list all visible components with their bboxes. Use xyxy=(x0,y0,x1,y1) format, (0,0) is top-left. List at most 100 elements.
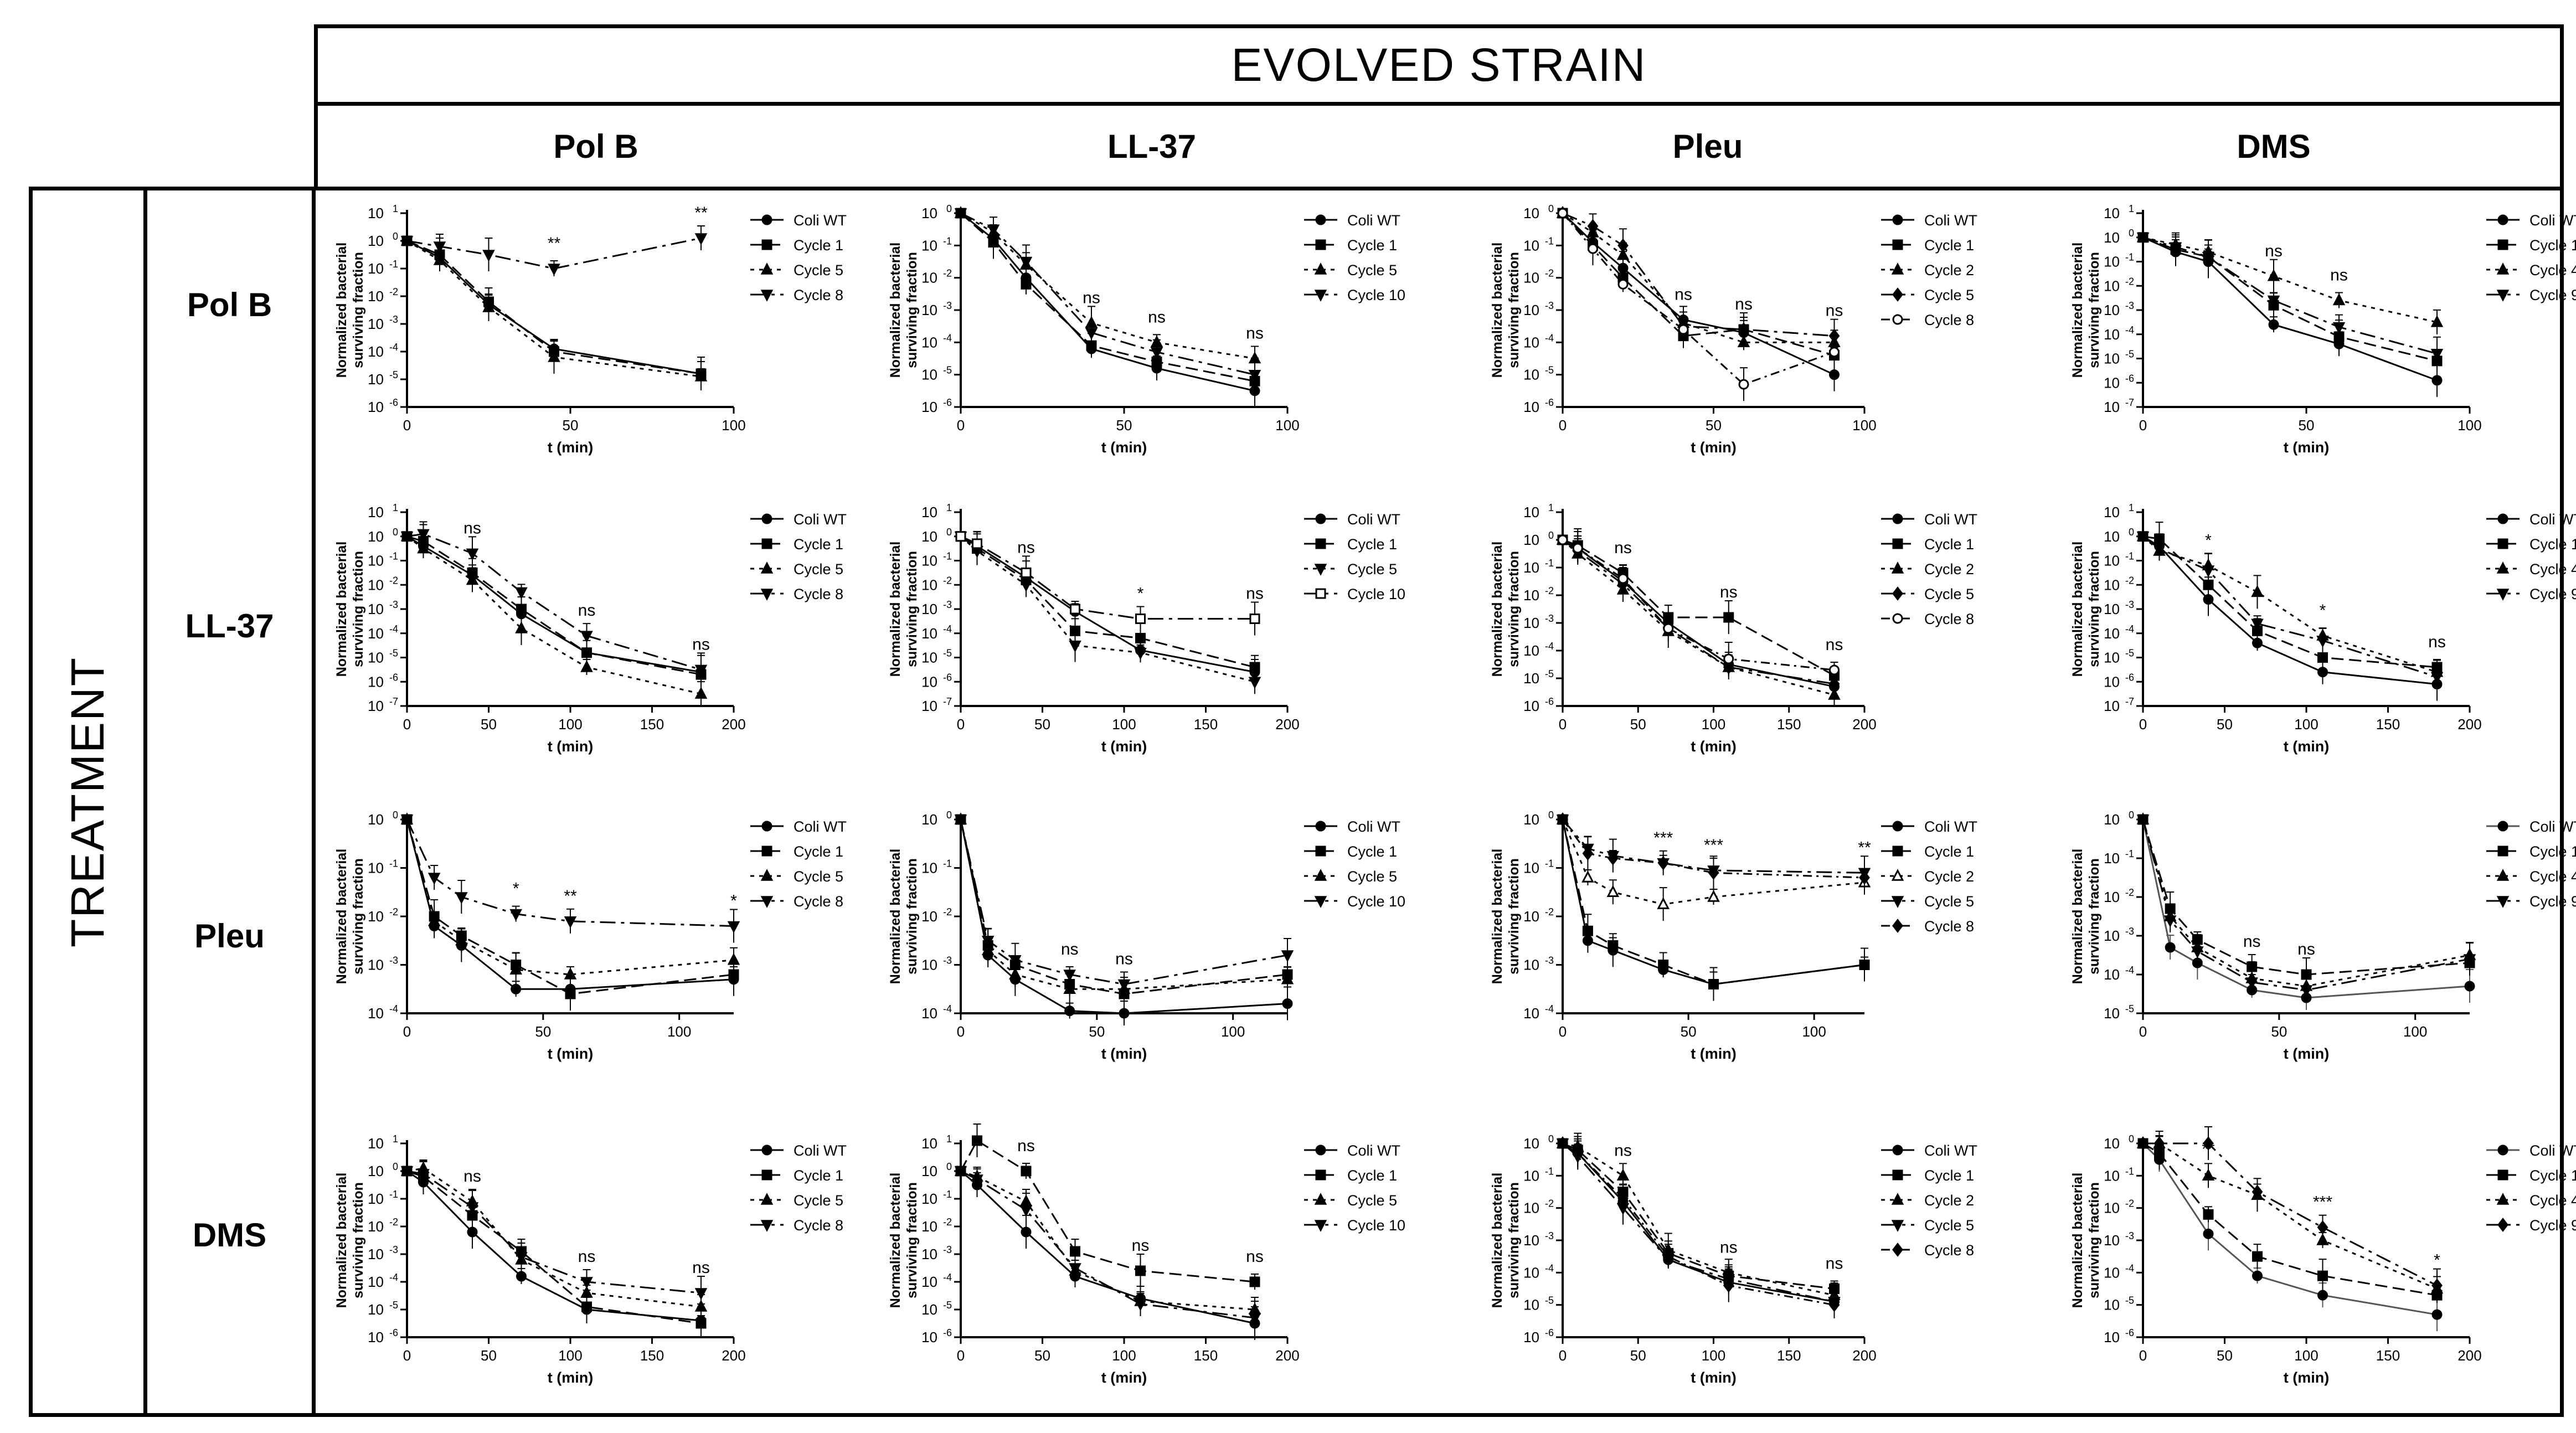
y-tick-exponent: -4 xyxy=(2125,965,2134,976)
y-tick-label: 10 xyxy=(368,908,384,925)
y-axis-label: Normalized bacterial surviving fraction xyxy=(888,1173,920,1308)
y-tick-label: 10 xyxy=(368,673,384,690)
data-point xyxy=(1582,846,1594,861)
data-point xyxy=(1019,256,1033,269)
x-axis-label: t (min) xyxy=(1691,1369,1736,1386)
y-axis-label-line-2: surviving fraction xyxy=(1506,1182,1522,1298)
y-axis-label-line-1: Normalized bacterial xyxy=(334,542,349,677)
x-tick-label: 0 xyxy=(1559,417,1567,434)
legend-label: Coli WT xyxy=(1347,511,1400,528)
panel-dms-pol-b: 10 110 010 -110 -210 -310 -410 -510 -60 50 100 150 2… xyxy=(334,1133,847,1386)
x-tick-label: 50 xyxy=(1089,1023,1105,1040)
legend-label: Cycle 5 xyxy=(1347,561,1397,578)
panel-dms-ll-37: 10 110 010 -110 -210 -310 -410 -510 -60 50 100 150 2… xyxy=(888,1123,1405,1386)
significance-label: ns xyxy=(2265,242,2283,260)
y-tick-exponent: -6 xyxy=(943,672,952,683)
series-line-1 xyxy=(406,535,702,673)
y-tick-label: 10 xyxy=(921,908,937,925)
x-tick-label: 200 xyxy=(1275,1347,1299,1364)
y-tick-exponent: -5 xyxy=(389,648,398,659)
y-tick-exponent: 0 xyxy=(946,1161,952,1172)
legend-label: Cycle 1 xyxy=(2529,536,2576,553)
y-tick-exponent: -7 xyxy=(2125,696,2134,707)
y-tick-exponent: -4 xyxy=(2125,1262,2134,1274)
legend-marker xyxy=(1892,1243,1903,1257)
data-point xyxy=(1019,1205,1033,1217)
y-tick-label: 10 xyxy=(368,260,384,277)
series-line-4 xyxy=(1562,1142,1835,1303)
data-point xyxy=(580,631,593,643)
x-tick-label: 200 xyxy=(722,1347,745,1364)
y-tick-exponent: 1 xyxy=(2129,502,2134,513)
y-tick-exponent: -3 xyxy=(943,1244,952,1255)
legend-label: Cycle 8 xyxy=(794,893,843,910)
y-tick-label: 10 xyxy=(368,205,384,221)
y-tick-exponent: -4 xyxy=(1545,332,1554,343)
legend-label: Cycle 1 xyxy=(1347,237,1397,254)
y-tick-exponent: -4 xyxy=(943,623,952,635)
x-tick-label: 100 xyxy=(1852,417,1876,434)
y-axis-label: Normalized bacterial surviving fraction xyxy=(888,542,920,677)
legend-label: Cycle 9 xyxy=(2529,893,2576,910)
data-point xyxy=(1063,970,1076,982)
legend-marker xyxy=(761,538,772,549)
series-line-4 xyxy=(960,819,1288,986)
series-line-3 xyxy=(1562,1142,1835,1296)
legend-label: Cycle 8 xyxy=(1924,918,1974,935)
series-line-1 xyxy=(960,1170,1255,1324)
significance-label: ns xyxy=(463,1167,481,1185)
y-tick-label: 10 xyxy=(2104,229,2120,246)
legend-marker xyxy=(1314,1193,1327,1205)
legend-marker xyxy=(1892,287,1903,302)
data-point xyxy=(2203,594,2214,605)
legend-marker xyxy=(1315,513,1326,524)
legend-label: Cycle 2 xyxy=(1924,561,1974,578)
y-axis-label-line-2: surviving fraction xyxy=(1506,252,1522,368)
panel-pol-b-dms: 10 110 010 -110 -210 -310 -410 -510 -610 -70 50 100… xyxy=(2070,203,2576,456)
legend-label: Cycle 9 xyxy=(2529,287,2576,303)
y-tick-exponent: -1 xyxy=(943,235,952,246)
data-point xyxy=(2251,585,2264,597)
legend-marker xyxy=(760,1220,774,1232)
series-line-4 xyxy=(2143,1142,2438,1287)
x-tick-label: 50 xyxy=(1116,417,1132,434)
data-point xyxy=(580,660,593,672)
data-point xyxy=(1617,238,1629,253)
x-tick-label: 0 xyxy=(403,716,411,733)
y-tick-label: 10 xyxy=(2104,302,2120,318)
data-point xyxy=(2267,269,2280,281)
column-header-dms: DMS xyxy=(2237,127,2311,165)
y-tick-label: 10 xyxy=(2104,504,2120,520)
x-tick-label: 0 xyxy=(403,1347,411,1364)
y-tick-label: 10 xyxy=(368,811,384,828)
significance-label: ns xyxy=(692,1259,710,1277)
y-tick-label: 10 xyxy=(1523,1264,1539,1281)
legend-marker xyxy=(760,896,774,908)
y-axis-label-line-2: surviving fraction xyxy=(2086,551,2102,667)
data-point xyxy=(1069,1263,1081,1275)
data-point xyxy=(2267,295,2280,308)
x-axis-label: t (min) xyxy=(1101,1045,1147,1062)
data-point xyxy=(1708,865,1719,880)
legend-marker xyxy=(1314,896,1327,908)
legend-label: Cycle 2 xyxy=(1924,1192,1974,1209)
data-point xyxy=(1572,543,1583,554)
series-line-3 xyxy=(1562,819,1865,905)
y-tick-label: 10 xyxy=(1523,642,1539,659)
y-axis-label-line-2: surviving fraction xyxy=(2086,1182,2102,1298)
series-line-1 xyxy=(960,535,1255,673)
x-tick-label: 150 xyxy=(2376,1347,2400,1364)
legend-label: Cycle 5 xyxy=(1924,1217,1974,1234)
data-point xyxy=(1249,1276,1260,1287)
data-point xyxy=(1281,972,1294,984)
x-axis-label: t (min) xyxy=(1101,439,1147,456)
data-point xyxy=(509,962,522,975)
x-tick-label: 0 xyxy=(957,1023,965,1040)
data-point xyxy=(1663,623,1674,634)
data-point xyxy=(2203,1209,2214,1220)
y-tick-label: 10 xyxy=(2104,650,2120,666)
legend-label: Cycle 1 xyxy=(1924,536,1974,553)
data-point xyxy=(466,1202,479,1214)
data-point xyxy=(2268,319,2279,330)
data-point xyxy=(400,1166,414,1178)
